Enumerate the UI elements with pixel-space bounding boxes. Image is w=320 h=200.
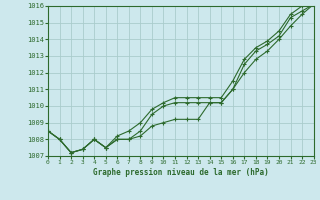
X-axis label: Graphe pression niveau de la mer (hPa): Graphe pression niveau de la mer (hPa) bbox=[93, 168, 269, 177]
